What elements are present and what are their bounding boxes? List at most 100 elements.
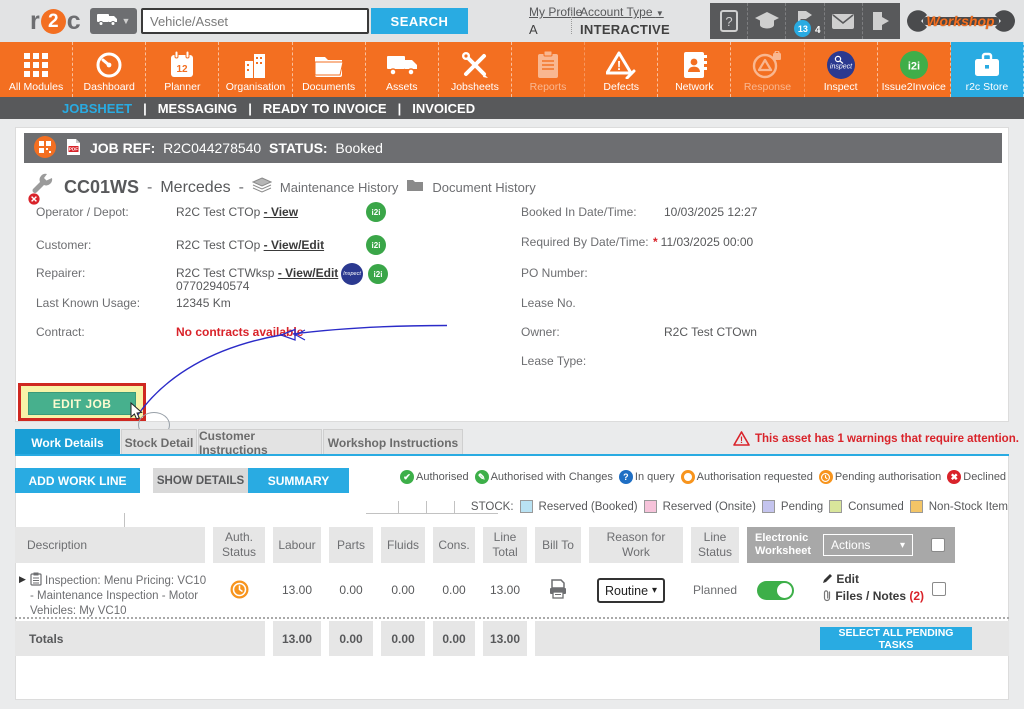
nav-planner[interactable]: 12 Planner bbox=[146, 42, 220, 97]
edit-job-button[interactable]: EDIT JOB bbox=[28, 392, 136, 415]
tab-stock-detail[interactable]: Stock Detail bbox=[121, 429, 197, 455]
nav-documents[interactable]: Documents bbox=[293, 42, 366, 97]
i2i-badge[interactable]: i2i bbox=[366, 202, 386, 222]
module-nav: All Modules Dashboard 12 Planner Organis… bbox=[0, 42, 1024, 97]
account-type-dropdown[interactable]: Account Type ▼ bbox=[580, 5, 664, 19]
reserved-booked-swatch bbox=[519, 500, 533, 513]
asset-warning: ! This asset has 1 warnings that require… bbox=[733, 431, 1019, 446]
nav-label: All Modules bbox=[8, 81, 64, 93]
chevron-down-icon: ▼ bbox=[655, 9, 664, 18]
document-history-link[interactable]: Document History bbox=[432, 180, 536, 195]
nav-assets[interactable]: Assets bbox=[366, 42, 439, 97]
row-line-total: 13.00 bbox=[489, 583, 521, 597]
repairer-view-edit-link[interactable]: - View/Edit bbox=[277, 266, 339, 280]
customer-view-edit-link[interactable]: - View/Edit bbox=[263, 238, 325, 252]
folder-icon bbox=[406, 178, 424, 197]
subnav-messaging[interactable]: MESSAGING bbox=[157, 100, 238, 116]
svg-text:i2i: i2i bbox=[908, 61, 920, 73]
wrench-logo-icon bbox=[906, 10, 1015, 32]
repairer-phone: 07702940574 bbox=[176, 279, 250, 293]
subnav-jobsheet[interactable]: JOBSHEET bbox=[62, 100, 133, 116]
tab-workshop-instructions[interactable]: Workshop Instructions bbox=[323, 429, 463, 455]
add-work-line-button[interactable]: ADD WORK LINE bbox=[15, 468, 140, 493]
nav-label: Organisation bbox=[225, 81, 286, 93]
vehicle-make: Mercedes bbox=[160, 178, 231, 196]
files-notes-link[interactable]: Files / Notes (2) bbox=[822, 588, 924, 605]
nav-network[interactable]: Network bbox=[658, 42, 732, 97]
buildings-icon bbox=[242, 49, 268, 81]
work-line-description[interactable]: Inspection: Menu Pricing: VC10 - Mainten… bbox=[30, 572, 208, 619]
vehicle-wrench-icon bbox=[28, 172, 56, 205]
po-number-label: PO Number: bbox=[521, 266, 588, 280]
tab-customer-instructions[interactable]: Customer Instructions bbox=[198, 429, 322, 457]
vehicle-asset-search-input[interactable] bbox=[141, 8, 369, 34]
briefcase-icon bbox=[973, 49, 1001, 81]
maintenance-history-link[interactable]: Maintenance History bbox=[279, 180, 399, 195]
pdf-icon[interactable]: PDF bbox=[66, 138, 81, 159]
col-electronic-worksheet: Electronic Worksheet bbox=[755, 531, 812, 557]
jobsheet-subnav: JOBSHEET | MESSAGING | READY TO INVOICE … bbox=[0, 97, 1024, 119]
nav-organisation[interactable]: Organisation bbox=[219, 42, 293, 97]
logo-c: c bbox=[66, 7, 81, 35]
qr-code-icon[interactable] bbox=[33, 135, 57, 162]
nav-defects[interactable]: ! Defects bbox=[585, 42, 659, 97]
nav-inspect[interactable]: inspect Inspect bbox=[805, 42, 878, 97]
chevron-down-icon: ▼ bbox=[121, 16, 131, 26]
nav-response[interactable]: Response bbox=[731, 42, 805, 97]
operator-view-link[interactable]: - View bbox=[263, 205, 299, 219]
select-all-checkbox[interactable] bbox=[931, 538, 946, 552]
bill-to-icon[interactable] bbox=[548, 579, 568, 604]
asset-warning-text: This asset has 1 warnings that require a… bbox=[755, 432, 1019, 445]
column-guide-tick bbox=[454, 501, 455, 513]
electronic-worksheet-toggle[interactable] bbox=[757, 581, 794, 600]
i2i-badge[interactable]: i2i bbox=[368, 264, 388, 284]
job-ref-value: R2C044278540 bbox=[163, 140, 262, 156]
non-stock-swatch bbox=[909, 500, 923, 513]
expand-row-arrow[interactable]: ▶ bbox=[19, 574, 26, 584]
consumed-swatch bbox=[829, 500, 843, 513]
authorised-icon: ✔ bbox=[400, 470, 414, 484]
select-all-pending-tasks-button[interactable]: SELECT ALL PENDING TASKS bbox=[820, 627, 972, 651]
divider: | bbox=[397, 100, 402, 116]
totals-label: Totals bbox=[15, 621, 265, 656]
reason-for-work-select[interactable]: Routine ▾ bbox=[597, 578, 665, 603]
nav-dashboard[interactable]: Dashboard bbox=[73, 42, 147, 97]
legend-label: In query bbox=[634, 471, 675, 483]
nav-reports[interactable]: Reports bbox=[512, 42, 586, 97]
i2i-badge[interactable]: i2i bbox=[366, 235, 386, 255]
logout-button[interactable] bbox=[863, 3, 900, 39]
totals-fluids: 0.00 bbox=[381, 621, 425, 656]
logout-door-icon bbox=[873, 12, 890, 30]
nav-issue2invoice[interactable]: i2i Issue2Invoice bbox=[878, 42, 951, 97]
subnav-ready-to-invoice[interactable]: READY TO INVOICE bbox=[262, 100, 387, 116]
nav-r2c-store[interactable]: r2c Store bbox=[950, 42, 1024, 97]
my-profile-link[interactable]: My Profile bbox=[529, 5, 583, 19]
subnav-invoiced[interactable]: INVOICED bbox=[412, 100, 476, 116]
actions-dropdown[interactable]: Actions ▾ bbox=[823, 534, 914, 556]
col-description: Description bbox=[15, 527, 205, 563]
legend-label: Authorised bbox=[416, 471, 469, 483]
training-button[interactable] bbox=[748, 3, 787, 39]
authorised-with-changes-icon: ✎ bbox=[474, 470, 489, 484]
help-button[interactable]: ? bbox=[710, 3, 749, 39]
totals-line-total: 13.00 bbox=[483, 621, 527, 656]
search-button[interactable]: SEARCH bbox=[371, 8, 468, 34]
nav-label: Documents bbox=[302, 81, 356, 93]
legend-label: Reserved (Onsite) bbox=[662, 500, 756, 513]
nav-all-modules[interactable]: All Modules bbox=[0, 42, 74, 97]
tab-work-details[interactable]: Work Details bbox=[15, 429, 120, 455]
nav-jobsheets[interactable]: Jobsheets bbox=[439, 42, 512, 97]
messages-button[interactable] bbox=[825, 3, 863, 39]
warning-wrench-icon: ! bbox=[606, 49, 636, 81]
vehicle-type-dropdown[interactable]: ▼ bbox=[90, 8, 137, 34]
summary-button[interactable]: SUMMARY bbox=[248, 468, 349, 493]
work-details-panel bbox=[15, 456, 1009, 700]
edit-line-link[interactable]: Edit bbox=[822, 571, 924, 588]
show-details-button[interactable]: SHOW DETAILS bbox=[153, 468, 248, 493]
row-checkbox[interactable] bbox=[932, 582, 946, 596]
notifications-button[interactable]: 13 4 bbox=[786, 3, 825, 39]
svg-text:!: ! bbox=[617, 58, 621, 73]
inspect-badge[interactable]: Inspect bbox=[341, 263, 363, 285]
column-guide-tick bbox=[426, 501, 427, 513]
in-query-icon: ? bbox=[618, 470, 633, 484]
